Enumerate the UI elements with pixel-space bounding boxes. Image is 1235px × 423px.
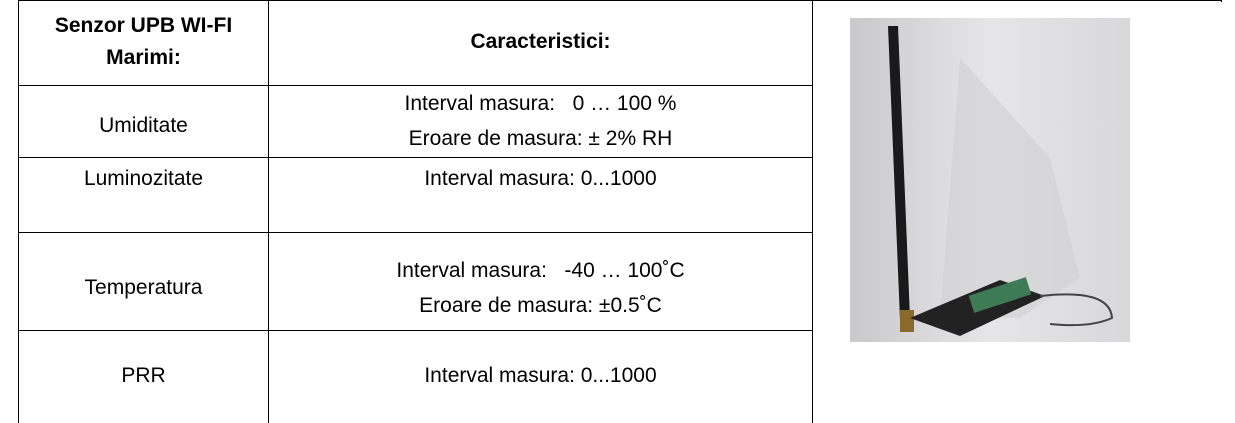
header-cell: Caracteristici: — [269, 26, 812, 58]
table-border — [18, 232, 813, 233]
row-value: Eroare de masura: ± 2% RH — [409, 121, 673, 156]
table-border — [812, 0, 813, 423]
row-value: Eroare de masura: ±0.5˚C — [419, 288, 662, 323]
page: Senzor UPB WI-FI Marimi: Caracteristici:… — [0, 0, 1235, 423]
row-label: Luminozitate — [84, 161, 203, 196]
header-text: Marimi: — [106, 42, 181, 74]
table-border — [1221, 0, 1222, 2]
label-cell: Luminozitate — [19, 161, 268, 196]
row-value: Interval masura: 0 … 100 % — [405, 86, 677, 121]
row-value: Interval masura: 0...1000 — [424, 161, 656, 196]
row-label: Umiditate — [99, 108, 188, 143]
value-cell: Interval masura: 0 … 100 % Eroare de mas… — [269, 86, 812, 156]
value-cell: Interval masura: 0...1000 — [269, 161, 812, 196]
table-border — [18, 157, 813, 158]
value-cell: Interval masura: 0...1000 — [269, 358, 812, 393]
table-border — [18, 0, 1222, 1]
header-text: Senzor UPB WI-FI — [55, 10, 232, 42]
sensor-photo — [850, 18, 1130, 342]
label-cell: Umiditate — [19, 108, 268, 143]
header-cell: Senzor UPB WI-FI Marimi: — [19, 10, 268, 74]
table-border — [18, 330, 813, 331]
row-label: Temperatura — [85, 270, 203, 305]
label-cell: PRR — [19, 358, 268, 393]
row-label: PRR — [121, 358, 165, 393]
value-cell: Interval masura: -40 … 100˚C Eroare de m… — [269, 253, 812, 323]
header-text: Caracteristici: — [470, 26, 610, 58]
row-value: Interval masura: -40 … 100˚C — [396, 253, 684, 288]
label-cell: Temperatura — [19, 270, 268, 305]
row-value: Interval masura: 0...1000 — [424, 358, 656, 393]
